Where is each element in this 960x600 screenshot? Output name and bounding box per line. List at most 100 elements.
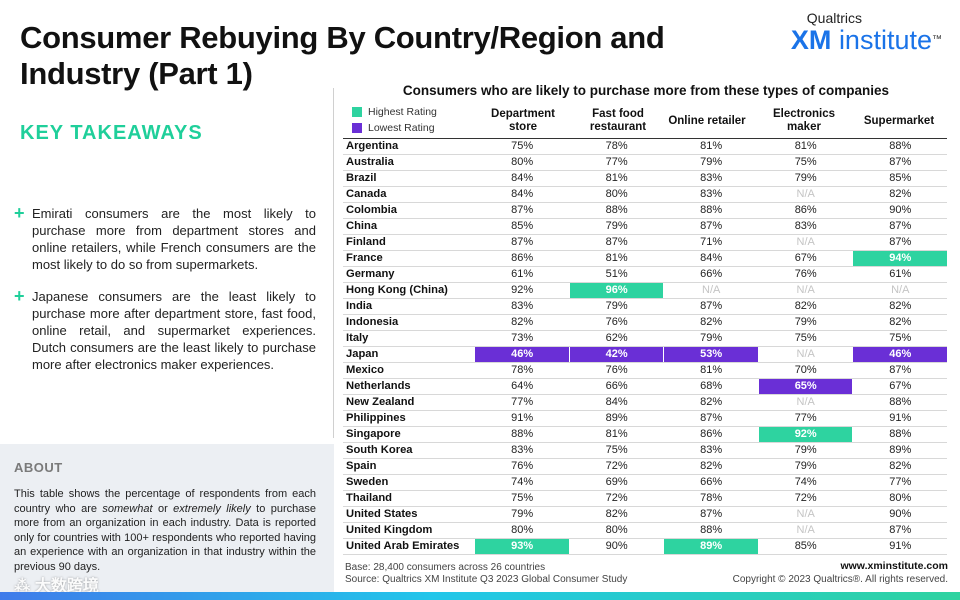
brand-name: XM institute™ xyxy=(791,26,942,54)
table-cell: 80% xyxy=(605,524,628,536)
table-cell: 88% xyxy=(889,140,912,152)
website-link[interactable]: www.xminstitute.com xyxy=(840,560,948,572)
table-cell: 80% xyxy=(511,156,534,168)
table-cell: 89% xyxy=(664,539,758,554)
table-cell: N/A xyxy=(796,188,815,200)
country-label: Spain xyxy=(346,460,377,472)
table-cell: 80% xyxy=(889,492,912,504)
legend: Highest Rating Lowest Rating xyxy=(352,104,437,136)
country-label: Italy xyxy=(346,332,369,344)
table-cell: 87% xyxy=(700,300,723,312)
table-cell: 76% xyxy=(605,316,628,328)
table-cell: 87% xyxy=(605,236,628,248)
table-cell: 80% xyxy=(605,188,628,200)
table-cell: 61% xyxy=(511,268,534,280)
about-text: This table shows the percentage of respo… xyxy=(14,487,316,574)
legend-item-high: Highest Rating xyxy=(352,104,437,120)
table-cell: 84% xyxy=(511,172,534,184)
table-cell: 76% xyxy=(511,460,534,472)
table-row: Finland 87% 87% 71% N/A 87% xyxy=(343,235,947,251)
table-cell: 65% xyxy=(758,379,853,394)
table-cell: 83% xyxy=(511,444,534,456)
table-cell: 88% xyxy=(605,204,628,216)
table-cell: 87% xyxy=(511,236,534,248)
brand-institute: institute xyxy=(838,25,932,55)
table-cell: 51% xyxy=(605,268,628,280)
table-cell: 84% xyxy=(511,188,534,200)
table-cell: 74% xyxy=(511,476,534,488)
table-cell: 82% xyxy=(889,460,912,472)
table-row: Indonesia 82% 76% 82% 79% 82% xyxy=(343,315,947,331)
table-cell: 69% xyxy=(605,476,628,488)
table-cell: 68% xyxy=(700,380,723,392)
table-cell: 75% xyxy=(511,492,534,504)
table-row: United Arab Emirates 93% 90% 89% 85% 91% xyxy=(343,539,947,555)
footer-right: www.xminstitute.com Copyright © 2023 Qua… xyxy=(733,560,948,586)
table-cell: 90% xyxy=(889,204,912,216)
table-row: India 83% 79% 87% 82% 82% xyxy=(343,299,947,315)
table-cell: 82% xyxy=(511,316,534,328)
table-cell: 66% xyxy=(700,268,723,280)
table-cell: 64% xyxy=(511,380,534,392)
table-cell: 87% xyxy=(889,524,912,536)
table-cell: 77% xyxy=(605,156,628,168)
table-cell: 77% xyxy=(511,396,534,408)
key-takeaways-title: KEY TAKEAWAYS xyxy=(20,122,203,144)
table-cell: 72% xyxy=(605,460,628,472)
about-title: ABOUT xyxy=(14,460,63,475)
table-cell: 91% xyxy=(511,412,534,424)
table-row: Netherlands 64% 66% 68% 65% 67% xyxy=(343,379,947,395)
table-cell: 67% xyxy=(889,380,912,392)
table-cell: 88% xyxy=(700,524,723,536)
column-header: Online retailer xyxy=(668,114,746,127)
table-cell: 79% xyxy=(794,444,817,456)
country-label: Finland xyxy=(346,236,386,248)
table-cell: 82% xyxy=(700,460,723,472)
country-label: Germany xyxy=(346,268,395,280)
table-cell: 83% xyxy=(700,172,723,184)
table-cell: 75% xyxy=(794,332,817,344)
table-cell: 70% xyxy=(794,364,817,376)
table-row: Italy 73% 62% 79% 75% 75% xyxy=(343,331,947,347)
country-label: Singapore xyxy=(346,428,401,440)
table-cell: 79% xyxy=(605,300,628,312)
table-row: Hong Kong (China) 92% 96% N/A N/A N/A xyxy=(343,283,947,299)
column-header: Fast food restaurant xyxy=(589,108,647,133)
about-text-part: to purchase more from an organization in… xyxy=(14,502,316,573)
table-cell: 91% xyxy=(889,540,912,552)
table-cell: 90% xyxy=(605,540,628,552)
table-cell: 81% xyxy=(605,172,628,184)
country-label: Netherlands xyxy=(346,380,411,392)
table-cell: 82% xyxy=(605,508,628,520)
legend-label-high: Highest Rating xyxy=(368,106,437,118)
divider xyxy=(333,88,334,438)
table-cell: 80% xyxy=(511,524,534,536)
table-cell: 82% xyxy=(700,316,723,328)
legend-item-low: Lowest Rating xyxy=(352,120,437,136)
table-row: Philippines 91% 89% 87% 77% 91% xyxy=(343,411,947,427)
table-cell: N/A xyxy=(796,508,815,520)
table-cell: 76% xyxy=(605,364,628,376)
table-row: South Korea 83% 75% 83% 79% 89% xyxy=(343,443,947,459)
table-row: Spain 76% 72% 82% 79% 82% xyxy=(343,459,947,475)
table-cell: 85% xyxy=(889,172,912,184)
country-label: Thailand xyxy=(346,492,392,504)
table-row: Thailand 75% 72% 78% 72% 80% xyxy=(343,491,947,507)
table-cell: 87% xyxy=(700,220,723,232)
country-label: China xyxy=(346,220,378,232)
country-label: South Korea xyxy=(346,444,413,456)
table-cell: 61% xyxy=(889,268,912,280)
plus-icon: + xyxy=(14,203,25,223)
table-row: Sweden 74% 69% 66% 74% 77% xyxy=(343,475,947,491)
table-cell: 79% xyxy=(700,156,723,168)
country-label: Sweden xyxy=(346,476,389,488)
table-row: Mexico 78% 76% 81% 70% 87% xyxy=(343,363,947,379)
country-label: United States xyxy=(346,508,418,520)
table-cell: 84% xyxy=(700,252,723,264)
highest-rating-swatch xyxy=(352,107,362,117)
table-cell: 94% xyxy=(853,251,947,266)
table-cell: 78% xyxy=(511,364,534,376)
table-cell: 92% xyxy=(511,284,534,296)
country-label: United Kingdom xyxy=(346,524,433,536)
table-cell: N/A xyxy=(702,284,721,296)
